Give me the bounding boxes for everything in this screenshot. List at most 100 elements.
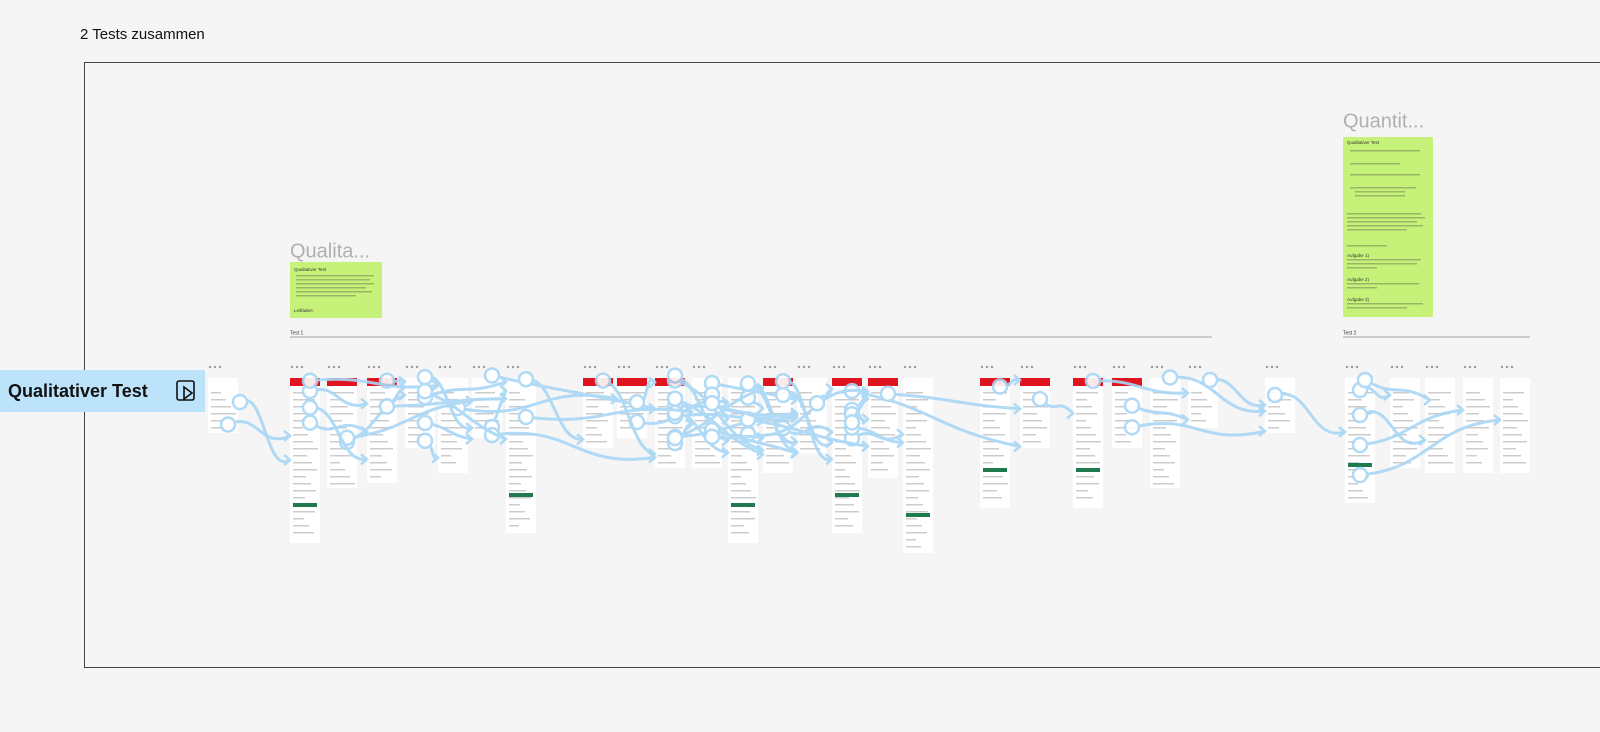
screen-line xyxy=(1076,406,1092,408)
frame-dots xyxy=(507,366,509,368)
screen-line xyxy=(658,427,683,429)
screen-line xyxy=(293,497,305,499)
screen-line xyxy=(509,476,532,478)
screen-line xyxy=(1153,462,1175,464)
screen-line xyxy=(293,455,307,457)
frame-dots xyxy=(764,366,766,368)
frame-dots xyxy=(693,366,695,368)
screen-line xyxy=(475,413,494,415)
frame-dots xyxy=(1501,366,1503,368)
screen-line xyxy=(906,476,919,478)
screen-line xyxy=(441,455,451,457)
screen-line xyxy=(766,455,784,457)
screen-line xyxy=(1348,399,1362,401)
screen-line xyxy=(211,406,231,408)
connection-handle xyxy=(1353,408,1367,422)
connection-handle xyxy=(1125,420,1139,434)
frame-dots xyxy=(661,366,663,368)
screen-line xyxy=(509,413,519,415)
frame-dots xyxy=(1156,366,1158,368)
screen-frame xyxy=(903,378,933,553)
frame-dots xyxy=(378,366,380,368)
screen-line xyxy=(293,490,316,492)
screen-line xyxy=(731,483,746,485)
connection-handle xyxy=(380,400,394,414)
screen-line xyxy=(731,525,744,527)
screen-line xyxy=(370,441,388,443)
frame-dots xyxy=(1474,366,1476,368)
screen-line xyxy=(1348,490,1363,492)
screen-line xyxy=(983,420,995,422)
section-heading: Qualita... xyxy=(290,240,370,262)
screen-button xyxy=(906,513,930,517)
screen-line xyxy=(1466,434,1478,436)
frame-dots xyxy=(328,366,330,368)
connection-handle xyxy=(776,374,790,388)
screen-line xyxy=(906,420,927,422)
frame-dots xyxy=(1426,366,1428,368)
screen-line xyxy=(871,392,881,394)
screen-line xyxy=(983,497,1002,499)
screen-line xyxy=(509,483,521,485)
screen-line xyxy=(1076,441,1101,443)
frame-dots xyxy=(739,366,741,368)
screen-line xyxy=(1348,497,1368,499)
connection-handle xyxy=(303,374,317,388)
screen-button xyxy=(1348,463,1372,467)
screen-line xyxy=(1393,448,1417,450)
screen-line xyxy=(983,448,999,450)
screen-line xyxy=(293,476,306,478)
screen-line xyxy=(1023,413,1037,415)
screen-line xyxy=(1153,399,1178,401)
frame-dots xyxy=(1189,366,1191,368)
frame-dots xyxy=(416,366,418,368)
screen-line xyxy=(983,434,1005,436)
screen-line xyxy=(330,462,340,464)
note-text: Aufgabe 1) xyxy=(1347,253,1370,258)
screen-line xyxy=(731,455,742,457)
flow-name[interactable]: Qualitativer Test xyxy=(8,381,148,401)
screen-line xyxy=(1115,392,1128,394)
screen-line xyxy=(370,448,393,450)
screen-line xyxy=(835,399,859,401)
screen-line xyxy=(370,469,392,471)
connection-handle xyxy=(668,431,682,445)
screen-line xyxy=(906,511,928,513)
connection-handle xyxy=(845,415,859,429)
frame-dots xyxy=(986,366,988,368)
frame-dots xyxy=(1118,366,1120,368)
screen-line xyxy=(509,392,520,394)
screen-line xyxy=(509,511,525,513)
screen-button xyxy=(509,493,533,497)
screen-line xyxy=(330,483,355,485)
screen-line xyxy=(1268,413,1285,415)
screen-line xyxy=(1268,406,1280,408)
screen-line xyxy=(1023,427,1047,429)
screen-line xyxy=(509,441,523,443)
screen-line xyxy=(1191,406,1212,408)
screen-line xyxy=(906,462,925,464)
connection-handle xyxy=(776,388,790,402)
screen-line xyxy=(441,462,456,464)
frame-dots xyxy=(869,366,871,368)
screen-line xyxy=(1428,434,1449,436)
note-text: Leitfaden: xyxy=(294,308,314,313)
frame-dots xyxy=(729,366,731,368)
screen-line xyxy=(906,413,922,415)
frame-dots xyxy=(1396,366,1398,368)
screen-frame xyxy=(1265,378,1295,433)
screen-line xyxy=(1348,483,1358,485)
screen-line xyxy=(835,490,860,492)
screen-line xyxy=(983,427,1000,429)
frame-dots xyxy=(1351,366,1353,368)
screen-line xyxy=(1076,462,1100,464)
screen-line xyxy=(835,511,859,513)
frame-dots xyxy=(594,366,596,368)
frame-dots xyxy=(483,366,485,368)
connection-handle xyxy=(1353,438,1367,452)
frame-dots xyxy=(584,366,586,368)
screen-line xyxy=(1428,455,1448,457)
screen-line xyxy=(1348,434,1371,436)
screen-line xyxy=(293,462,312,464)
